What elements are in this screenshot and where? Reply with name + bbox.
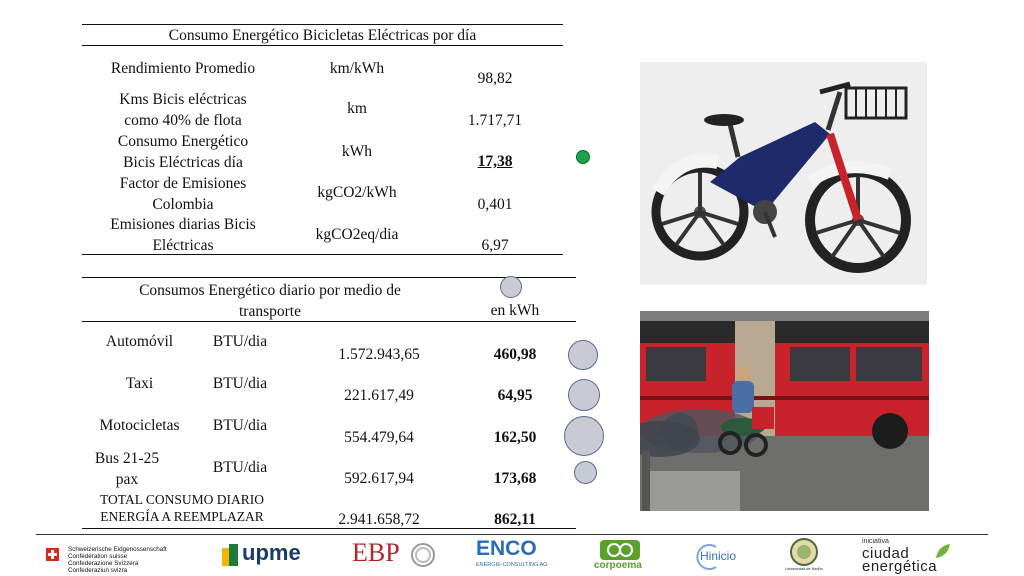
bicycle-illustration (640, 62, 927, 285)
table1-header-rule (82, 45, 563, 46)
table2-row-kwh: 173,68 (493, 470, 537, 487)
table1-row-label: Kms Bicis eléctricas (119, 91, 247, 108)
table1-row-label: Rendimiento Promedio (110, 60, 256, 77)
table2-row-btu: 554.479,64 (344, 429, 414, 446)
header-circle-marker (500, 276, 522, 298)
enco-subtitle: ENERGIE-CONSULTING AG (476, 562, 548, 568)
table1-row-value: 0,401 (477, 196, 513, 213)
table1-row-value-highlight: 17,38 (477, 153, 513, 170)
table1-row-label: Consumo Energético (117, 133, 249, 150)
table2-row-unit: BTU/dia (212, 333, 268, 350)
swiss-line: Confédération suisse (68, 553, 128, 560)
corpoema-mark-icon (600, 540, 640, 560)
table2-row-unit: BTU/dia (212, 417, 268, 434)
table2-top-rule (82, 277, 576, 278)
table1-row-value: 1.717,71 (467, 112, 523, 129)
table1-row-label: Bicis Eléctricas día (123, 154, 243, 171)
corpoema-wordmark: corpoema (594, 560, 642, 571)
table2-row-kwh: 64,95 (497, 387, 533, 404)
corpoema-logo: corpoema (592, 540, 652, 572)
table2-total-label: ENERGÍA A REEMPLAZAR (100, 509, 264, 524)
table1-row-value: 6,97 (481, 237, 509, 254)
swiss-confederation-logo: Schweizerische Eidgenossenschaft Confédé… (46, 546, 216, 574)
table2-row-label: pax (115, 471, 139, 488)
table2-row-unit: BTU/dia (212, 459, 268, 476)
table2-row-unit: BTU/dia (212, 375, 268, 392)
table1-row-label: Eléctricas (152, 237, 214, 254)
table2-row-kwh: 460,98 (493, 346, 537, 363)
hinicio-logo: Hinicio (694, 543, 754, 571)
table2-total-kwh: 862,11 (494, 511, 536, 528)
kwh-circle-taxi (568, 379, 600, 411)
table2-row-label: Taxi (125, 375, 154, 392)
bus-and-motorbike-photo (640, 311, 929, 511)
table2-row-label: Motocicletas (99, 417, 180, 434)
hinicio-arc-icon (696, 544, 717, 570)
table2-header: transporte (239, 303, 301, 320)
street-illustration (640, 311, 929, 511)
universidad-narino-logo: Universidad de Nariño (784, 538, 824, 574)
table2-header-rule (82, 321, 576, 322)
ciudad-word: ciudad (862, 545, 910, 562)
table1-bottom-rule (82, 254, 563, 255)
ciudad-energetica-logo: iniciativa ciudad energética (862, 538, 982, 575)
university-seal-icon (790, 538, 818, 566)
table2-header: Consumos Energético diario por medio de (139, 282, 401, 299)
table1-row-label: Emisiones diarias Bicis (110, 216, 256, 233)
electric-bicycle-photo (640, 62, 927, 285)
table1-row-unit: km/kWh (329, 60, 385, 77)
ebp-logo: EBP (352, 538, 442, 570)
kwh-circle-bus (574, 461, 597, 484)
table1-row-label: como 40% de flota (124, 112, 242, 129)
upme-logo: upme (222, 540, 312, 570)
table2-row-label: Automóvil (105, 333, 174, 350)
kwh-circle-automovil (568, 340, 598, 370)
swiss-flag-icon (46, 548, 59, 561)
table1-row-value: 98,82 (477, 70, 513, 87)
upme-wordmark: upme (242, 540, 301, 565)
table1-row-unit: kWh (341, 143, 373, 160)
university-name: Universidad de Nariño (785, 567, 823, 571)
hinicio-wordmark: Hinicio (700, 549, 737, 563)
table1-title: Consumo Energético Bicicletas Eléctricas… (168, 27, 477, 44)
table1-row-label: Colombia (152, 196, 214, 213)
enco-wordmark: ENCO (476, 537, 537, 560)
kwh-circle-motocicletas (564, 416, 604, 456)
swiss-line: Confederaziun svizra (68, 567, 128, 574)
upme-mark-icon (222, 544, 238, 566)
table2-row-btu: 592.617,94 (344, 470, 414, 487)
table1-row-unit: km (347, 100, 367, 117)
enco-logo: ENCO ENERGIE-CONSULTING AG (476, 537, 566, 570)
table2-row-btu: 221.617,49 (344, 387, 414, 404)
green-dot-marker (576, 150, 590, 164)
table2-total-label: TOTAL CONSUMO DIARIO (100, 492, 264, 507)
leaf-icon (936, 544, 950, 558)
ebp-rings-icon (411, 543, 435, 567)
table2-header-unit: en kWh (490, 302, 540, 319)
table2-bottom-rule (82, 528, 576, 529)
table1-row-unit: kgCO2/kWh (317, 184, 397, 201)
table1-top-rule (82, 24, 563, 25)
swiss-line: Confederazione Svizzera (68, 560, 139, 567)
ebp-wordmark: EBP (352, 538, 400, 567)
swiss-line: Schweizerische Eidgenossenschaft (68, 546, 167, 553)
footer-rule (36, 534, 988, 535)
table2-row-kwh: 162,50 (493, 429, 537, 446)
table2-row-label: Bus 21-25 (94, 450, 160, 467)
energetica-word: energética (862, 558, 938, 575)
table1-row-label: Factor de Emisiones (119, 175, 247, 192)
table2-row-btu: 1.572.943,65 (338, 346, 420, 363)
ciudad-prefix: iniciativa (862, 538, 889, 545)
table1-row-unit: kgCO2eq/dia (315, 226, 399, 243)
table2-total-btu: 2.941.658,72 (338, 511, 420, 528)
